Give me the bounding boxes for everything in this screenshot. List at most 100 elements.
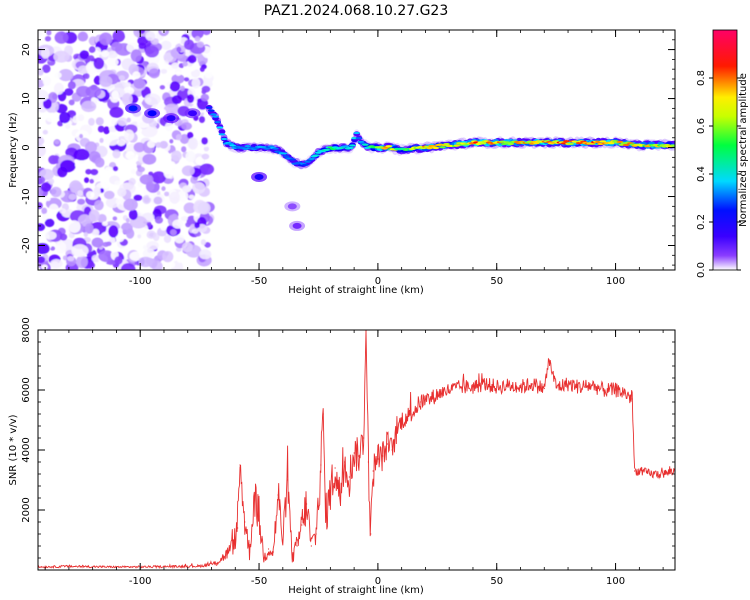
- snr-point: [548, 359, 550, 361]
- noise-speck: [146, 140, 156, 149]
- noise-speck: [64, 88, 74, 96]
- snr-point: [519, 386, 522, 388]
- noise-speck: [50, 246, 56, 251]
- noise-speck: [200, 93, 210, 102]
- x-tick-label: -100: [129, 276, 152, 287]
- noise-speck: [117, 117, 128, 127]
- snr-x-axis-label: Height of straight line (km): [288, 585, 424, 596]
- snr-point: [320, 464, 322, 466]
- noise-speck: [125, 150, 136, 160]
- noise-speck: [111, 118, 118, 126]
- ridge-cell: [355, 137, 363, 140]
- noise-speck: [90, 168, 99, 176]
- ridge-cell: [227, 142, 234, 145]
- noise-speck: [123, 86, 135, 95]
- spectrogram-plot-area: [38, 30, 675, 270]
- snr-point: [267, 548, 270, 550]
- noise-speck: [59, 112, 71, 124]
- snr-point: [282, 539, 284, 541]
- noise-speck: [184, 77, 190, 82]
- noise-speck: [160, 225, 167, 231]
- snr-point: [429, 398, 431, 400]
- noise-speck: [169, 81, 181, 92]
- ridge-cell: [361, 143, 369, 146]
- noise-speck: [91, 237, 104, 248]
- noise-speck: [183, 202, 196, 214]
- y-tick-label: 2000: [21, 497, 32, 522]
- noise-speck: [181, 146, 187, 153]
- noise-speck: [38, 68, 44, 76]
- noise-speck: [185, 150, 196, 163]
- ridge-cell: [342, 145, 350, 148]
- noise-speck: [177, 257, 183, 263]
- noise-speck: [54, 139, 60, 145]
- noise-speck: [112, 30, 126, 43]
- snr-point: [296, 545, 298, 547]
- noise-speck: [181, 122, 192, 131]
- colorbar-tick-label: 0.2: [696, 214, 707, 230]
- noise-speck: [196, 41, 205, 48]
- spectrogram-frame: [37, 29, 676, 271]
- x-tick-label: -50: [251, 576, 267, 587]
- snr-point: [614, 389, 617, 391]
- snr-panel: -100 -50 0 50 100 2000 4000 6000 8000 Height of …: [8, 317, 676, 596]
- noise-speck: [87, 55, 95, 61]
- noise-speck: [198, 116, 205, 123]
- noise-speck: [50, 186, 62, 198]
- noise-speck: [133, 78, 146, 89]
- ridge-cell: [346, 146, 354, 150]
- y-tick-label: 6000: [21, 377, 32, 402]
- noise-speck: [201, 137, 208, 145]
- noise-speck: [75, 255, 88, 269]
- snr-point: [531, 383, 533, 385]
- spectral-blob-core: [128, 105, 138, 112]
- noise-speck: [114, 256, 123, 265]
- ridge-cell: [443, 142, 450, 146]
- noise-speck: [117, 228, 123, 234]
- noise-speck: [88, 209, 100, 222]
- noise-speck: [160, 30, 166, 34]
- noise-speck: [38, 144, 46, 157]
- noise-speck: [142, 248, 156, 259]
- noise-speck: [60, 159, 76, 173]
- ridge-cell: [280, 152, 288, 155]
- noise-speck: [121, 92, 133, 106]
- snr-point: [239, 464, 241, 466]
- snr-point: [291, 557, 293, 559]
- noise-speck: [169, 191, 180, 204]
- noise-speck: [191, 30, 204, 39]
- noise-speck: [169, 139, 174, 144]
- noise-speck: [112, 149, 121, 159]
- colorbar-label: Normalized spectral amplitude: [738, 73, 749, 227]
- noise-speck: [59, 208, 67, 214]
- ridge-cell: [282, 155, 290, 158]
- noise-speck: [161, 186, 166, 191]
- noise-speck: [74, 162, 80, 168]
- snr-point: [232, 545, 234, 547]
- noise-speck: [45, 112, 59, 123]
- noise-speck: [160, 40, 172, 50]
- noise-speck: [109, 106, 124, 118]
- snr-point: [603, 389, 605, 391]
- noise-speck: [38, 176, 46, 184]
- noise-speck: [137, 36, 148, 46]
- noise-speck: [77, 198, 86, 205]
- snr-point: [401, 419, 403, 421]
- x-tick-label: 50: [490, 576, 503, 587]
- snr-point: [272, 551, 274, 553]
- noise-speckle-region: [38, 30, 215, 270]
- noise-speck: [95, 117, 104, 126]
- snr-point: [301, 524, 303, 526]
- x-tick-label: 50: [490, 276, 503, 287]
- ridge-cell: [479, 142, 487, 145]
- snr-point: [555, 386, 557, 388]
- colorbar-tick-label: 0.8: [696, 70, 707, 86]
- noise-speck: [146, 241, 159, 251]
- snr-point: [263, 557, 265, 559]
- noise-speck: [42, 76, 51, 87]
- noise-speck: [52, 155, 60, 164]
- noise-speck: [55, 241, 67, 254]
- snr-point: [579, 386, 581, 388]
- noise-speck: [164, 251, 169, 256]
